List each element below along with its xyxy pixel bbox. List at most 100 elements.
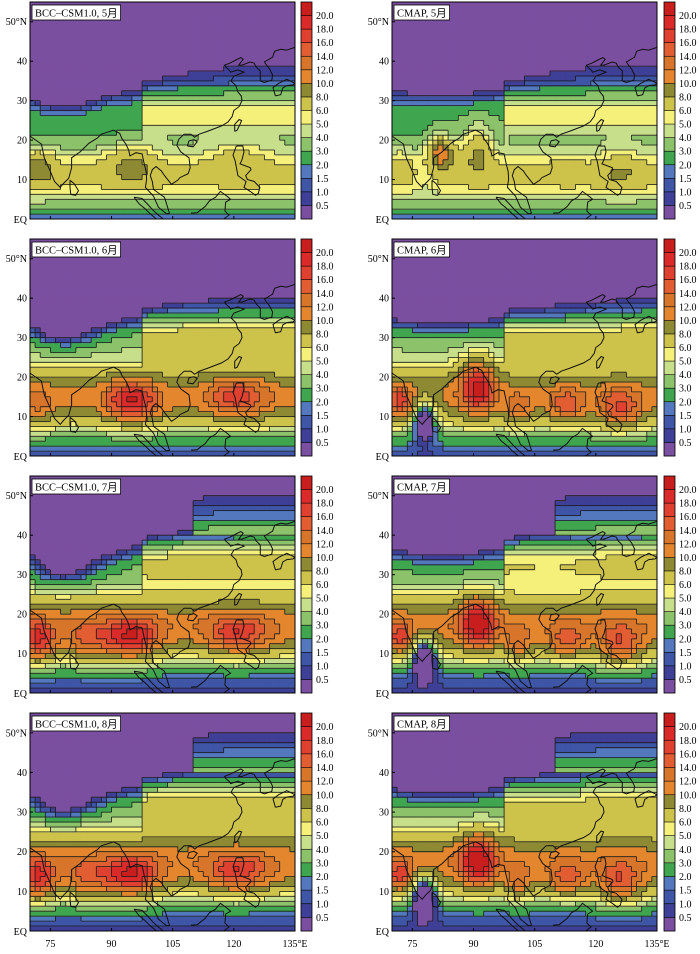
field-cell [147, 26, 153, 33]
field-cell [606, 199, 612, 205]
field-cell [626, 135, 633, 141]
field-cell [392, 90, 398, 97]
field-cell [437, 95, 444, 102]
field-cell [187, 204, 194, 210]
field-cell [468, 194, 475, 200]
field-cell [70, 149, 77, 156]
field-cell [509, 46, 515, 52]
field-cell [611, 21, 617, 28]
field-cell [30, 441, 36, 447]
field-cell [600, 194, 607, 200]
coastline [232, 145, 261, 196]
field-cell [126, 100, 133, 107]
field-cell [244, 2, 250, 8]
field-cell [157, 36, 164, 43]
field-cell [519, 2, 526, 8]
field-cell [453, 194, 459, 200]
field-cell [75, 451, 82, 456]
field-cell [463, 214, 470, 219]
field-cell [70, 441, 77, 447]
field-cell [473, 11, 480, 18]
field-cell [453, 100, 459, 107]
field-cell [483, 95, 490, 102]
field-cell [392, 125, 398, 131]
field-cell [187, 85, 194, 92]
field-cell [544, 80, 551, 87]
field-cell [636, 145, 643, 151]
field-cell [264, 110, 271, 117]
field-cell [106, 100, 113, 107]
field-cell [142, 85, 148, 92]
field-cell [636, 66, 643, 72]
field-cell [147, 6, 153, 13]
field-cell [101, 189, 108, 195]
field-cell [519, 149, 526, 156]
field-cell [626, 120, 633, 126]
field-cell [427, 51, 434, 57]
field-cell [167, 31, 174, 38]
field-cell [162, 120, 169, 126]
field-cell [244, 130, 250, 136]
field-cell [274, 110, 281, 117]
y-tick-label: EQ [14, 215, 28, 226]
field-cell [259, 115, 266, 121]
field-cell [488, 145, 495, 151]
field-cell [631, 164, 638, 171]
field-cell [493, 31, 500, 38]
field-cell [259, 154, 266, 161]
field-cell [488, 110, 495, 117]
field-cell [70, 145, 77, 151]
field-cell [549, 184, 556, 191]
field-cell [463, 61, 470, 67]
field-cell [499, 51, 505, 57]
colorbar-swatch [301, 178, 312, 193]
field-cell [177, 6, 184, 13]
field-cell [106, 66, 113, 72]
field-cell [544, 100, 551, 107]
field-cell [213, 110, 220, 117]
field-cell [269, 179, 276, 186]
field-cell [187, 169, 194, 176]
field-cell [585, 140, 592, 146]
field-cell [198, 66, 204, 72]
field-cell [60, 451, 67, 456]
field-cell [534, 135, 541, 141]
field-cell [177, 130, 184, 136]
field-cell [203, 100, 209, 107]
field-cell [106, 61, 113, 67]
field-cell [590, 21, 597, 28]
field-cell [611, 154, 617, 161]
field-cell [254, 26, 260, 33]
field-cell [636, 100, 643, 107]
field-cell [147, 209, 153, 215]
field-cell [147, 125, 153, 131]
field-cell [468, 149, 475, 156]
field-cell [432, 41, 439, 47]
field-cell [50, 436, 57, 442]
field-cell [223, 159, 230, 166]
field-cell [509, 66, 515, 72]
field-cell [177, 61, 184, 67]
field-cell [509, 6, 515, 13]
field-cell [651, 95, 657, 102]
field-cell [468, 115, 475, 121]
field-cell [651, 105, 657, 112]
field-cell [427, 120, 434, 126]
field-cell [621, 214, 628, 219]
field-cell [585, 164, 592, 171]
field-cell [264, 145, 271, 151]
field-cell [60, 115, 67, 121]
field-cell [616, 159, 622, 166]
field-cell [407, 66, 413, 72]
field-cell [60, 56, 67, 62]
field-cell [448, 174, 454, 181]
field-cell [172, 115, 179, 121]
field-cell [595, 149, 602, 156]
field-cell [570, 56, 577, 62]
field-cell [111, 149, 118, 156]
field-cell [213, 149, 220, 156]
field-cell [96, 184, 102, 191]
field-cell [519, 159, 526, 166]
field-cell [590, 85, 597, 92]
field-cell [585, 204, 592, 210]
